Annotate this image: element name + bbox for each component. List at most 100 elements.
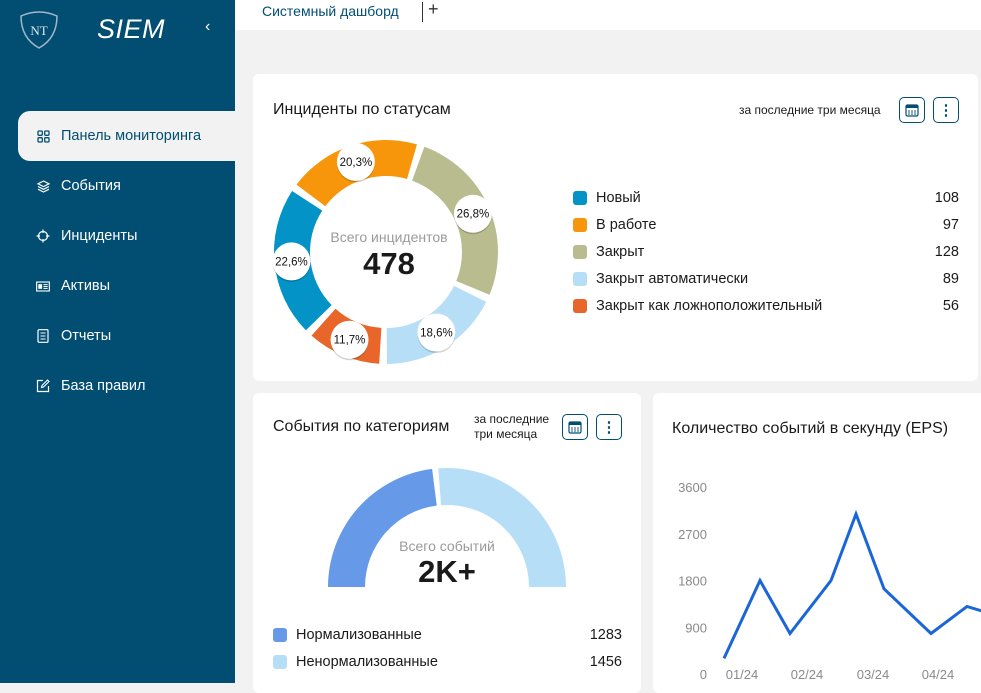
logo-shield-icon: NT xyxy=(20,11,58,49)
vertical-dots-icon: ⋮ xyxy=(601,419,617,436)
percent-label: 11,7% xyxy=(334,335,366,347)
sidebar: NT SIEM ‹ Панель мониторинга События Инц… xyxy=(0,0,235,683)
sidebar-item-incidents[interactable]: Инциденты xyxy=(18,211,235,261)
y-tick-label: 0 xyxy=(700,667,707,682)
legend-label: Закрыт xyxy=(596,243,645,260)
sidebar-nav: Панель мониторинга События Инциденты Акт… xyxy=(18,111,235,411)
sidebar-item-events[interactable]: События xyxy=(18,161,235,211)
eps-card: Количество событий в секунду (EPS) 0 900 1… xyxy=(653,393,981,693)
sidebar-item-label: Панель мониторинга xyxy=(61,128,202,144)
legend-value: 128 xyxy=(934,243,959,260)
legend-value: 56 xyxy=(942,297,959,314)
sidebar-item-assets[interactable]: Активы xyxy=(18,261,235,311)
percent-badge xyxy=(336,142,375,181)
legend-item[interactable]: Закрыт автоматически 89 xyxy=(573,265,959,292)
legend-label: Закрыт как ложноположительный xyxy=(596,297,823,314)
events-by-category-card: События по категориям за последние три ме… xyxy=(253,393,641,693)
card-title: Количество событий в секунду (EPS) xyxy=(672,420,949,437)
gauge-segment[interactable] xyxy=(438,468,566,587)
sidebar-item-dashboard[interactable]: Панель мониторинга xyxy=(18,111,235,161)
card-title: События по категориям xyxy=(273,418,450,435)
eps-series-line xyxy=(722,509,981,660)
id-card-icon xyxy=(36,279,50,293)
legend-swatch xyxy=(573,217,587,232)
events-legend: Нормализованные 1283 Ненормализованные 1456 xyxy=(273,621,622,675)
x-tick-label: 02/24 xyxy=(791,667,824,682)
sidebar-item-label: События xyxy=(61,178,121,194)
percent-badge xyxy=(453,194,492,233)
x-tick-label: 03/24 xyxy=(857,667,890,682)
percent-badge xyxy=(417,313,456,352)
events-gauge-chart xyxy=(328,468,566,587)
tab-system-dashboard[interactable]: Системный дашборд xyxy=(262,3,399,19)
tab-bar: Системный дашборд + xyxy=(235,0,981,30)
legend-value: 97 xyxy=(942,216,959,233)
y-tick-label: 2700 xyxy=(678,527,707,542)
donut-center-label: Всего инцидентов xyxy=(330,229,448,245)
layers-icon xyxy=(36,179,50,193)
calendar-button[interactable] xyxy=(562,414,588,440)
vertical-dots-icon: ⋮ xyxy=(938,102,954,119)
legend-swatch xyxy=(573,298,587,313)
legend-label: В работе xyxy=(596,216,657,233)
calendar-button[interactable] xyxy=(899,97,925,123)
sidebar-item-label: Инциденты xyxy=(61,228,138,244)
gauge-total: 2K+ xyxy=(418,554,476,589)
x-tick-label: 01/24 xyxy=(726,667,759,682)
legend-item[interactable]: Закрыт как ложноположительный 56 xyxy=(573,292,959,319)
percent-badge xyxy=(330,320,369,359)
gauge-center-label: Всего событий xyxy=(399,538,495,554)
crosshair-icon xyxy=(36,229,50,243)
sidebar-item-label: Активы xyxy=(61,278,111,294)
legend-swatch xyxy=(573,244,587,259)
legend-item[interactable]: Ненормализованные 1456 xyxy=(273,648,622,675)
legend-swatch xyxy=(273,654,287,669)
donut-total: 478 xyxy=(363,246,415,281)
legend-item[interactable]: В работе 97 xyxy=(573,211,959,238)
legend-label: Закрыт автоматически xyxy=(596,270,749,287)
legend-value: 108 xyxy=(934,189,959,206)
edit-icon xyxy=(36,379,50,393)
legend-swatch xyxy=(573,190,587,205)
y-tick-label: 1800 xyxy=(678,574,707,589)
percent-label: 20,3% xyxy=(340,157,373,169)
svg-text:NT: NT xyxy=(30,23,47,38)
legend-value: 1456 xyxy=(589,653,622,670)
sidebar-item-rules[interactable]: База правил xyxy=(18,361,235,411)
y-tick-label: 3600 xyxy=(678,480,707,495)
more-options-button[interactable]: ⋮ xyxy=(596,414,622,440)
calendar-icon xyxy=(568,421,582,434)
legend-swatch xyxy=(573,271,587,286)
gauge-segment[interactable] xyxy=(328,468,437,587)
percent-label: 18,6% xyxy=(420,328,453,340)
donut-segment[interactable] xyxy=(412,146,498,295)
legend-value: 1283 xyxy=(589,626,622,643)
incidents-donut-chart: 20,3% 26,8% 18,6% 11,7% 22,6% xyxy=(272,140,498,364)
eps-line-chart: 0 900 1800 2700 3600 01/24 02/24 03/24 04/24 xyxy=(678,480,981,682)
legend-label: Новый xyxy=(596,189,641,206)
calendar-icon xyxy=(905,104,919,117)
percent-label: 22,6% xyxy=(275,256,308,268)
incidents-legend: Новый 108 В работе 97 Закрыт 128 Закрыт автома… xyxy=(573,184,959,319)
x-tick-label: 04/24 xyxy=(922,667,955,682)
percent-label: 26,8% xyxy=(457,209,490,221)
sidebar-item-reports[interactable]: Отчеты xyxy=(18,311,235,361)
more-options-button[interactable]: ⋮ xyxy=(933,97,959,123)
grid-icon xyxy=(36,129,50,143)
document-icon xyxy=(36,329,50,343)
collapse-sidebar-chevron-icon[interactable]: ‹ xyxy=(205,18,211,35)
add-tab-button[interactable]: + xyxy=(428,0,439,19)
legend-value: 89 xyxy=(942,270,959,287)
sidebar-item-label: Отчеты xyxy=(61,328,112,344)
period-label: за последние три месяца xyxy=(739,103,881,117)
legend-swatch xyxy=(273,627,287,642)
legend-item[interactable]: Закрыт 128 xyxy=(573,238,959,265)
period-line: за последние xyxy=(474,412,550,426)
legend-item[interactable]: Нормализованные 1283 xyxy=(273,621,622,648)
legend-label: Ненормализованные xyxy=(296,653,438,670)
period-line: три месяца xyxy=(474,427,538,441)
tab-divider xyxy=(422,2,423,22)
legend-item[interactable]: Новый 108 xyxy=(573,184,959,211)
card-title: Инциденты по статусам xyxy=(273,101,451,118)
y-tick-label: 900 xyxy=(685,620,707,635)
